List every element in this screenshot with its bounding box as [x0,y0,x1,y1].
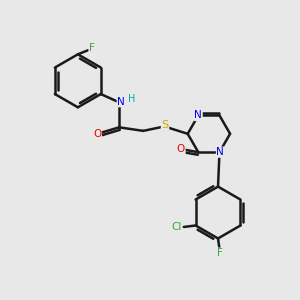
Text: S: S [161,120,169,130]
Text: N: N [117,97,125,107]
Text: Cl: Cl [171,222,181,232]
Text: F: F [217,248,222,258]
Text: O: O [93,129,101,140]
Text: H: H [128,94,135,104]
Text: N: N [217,147,224,157]
Text: N: N [194,110,202,120]
Text: F: F [89,43,95,53]
Text: O: O [177,144,185,154]
